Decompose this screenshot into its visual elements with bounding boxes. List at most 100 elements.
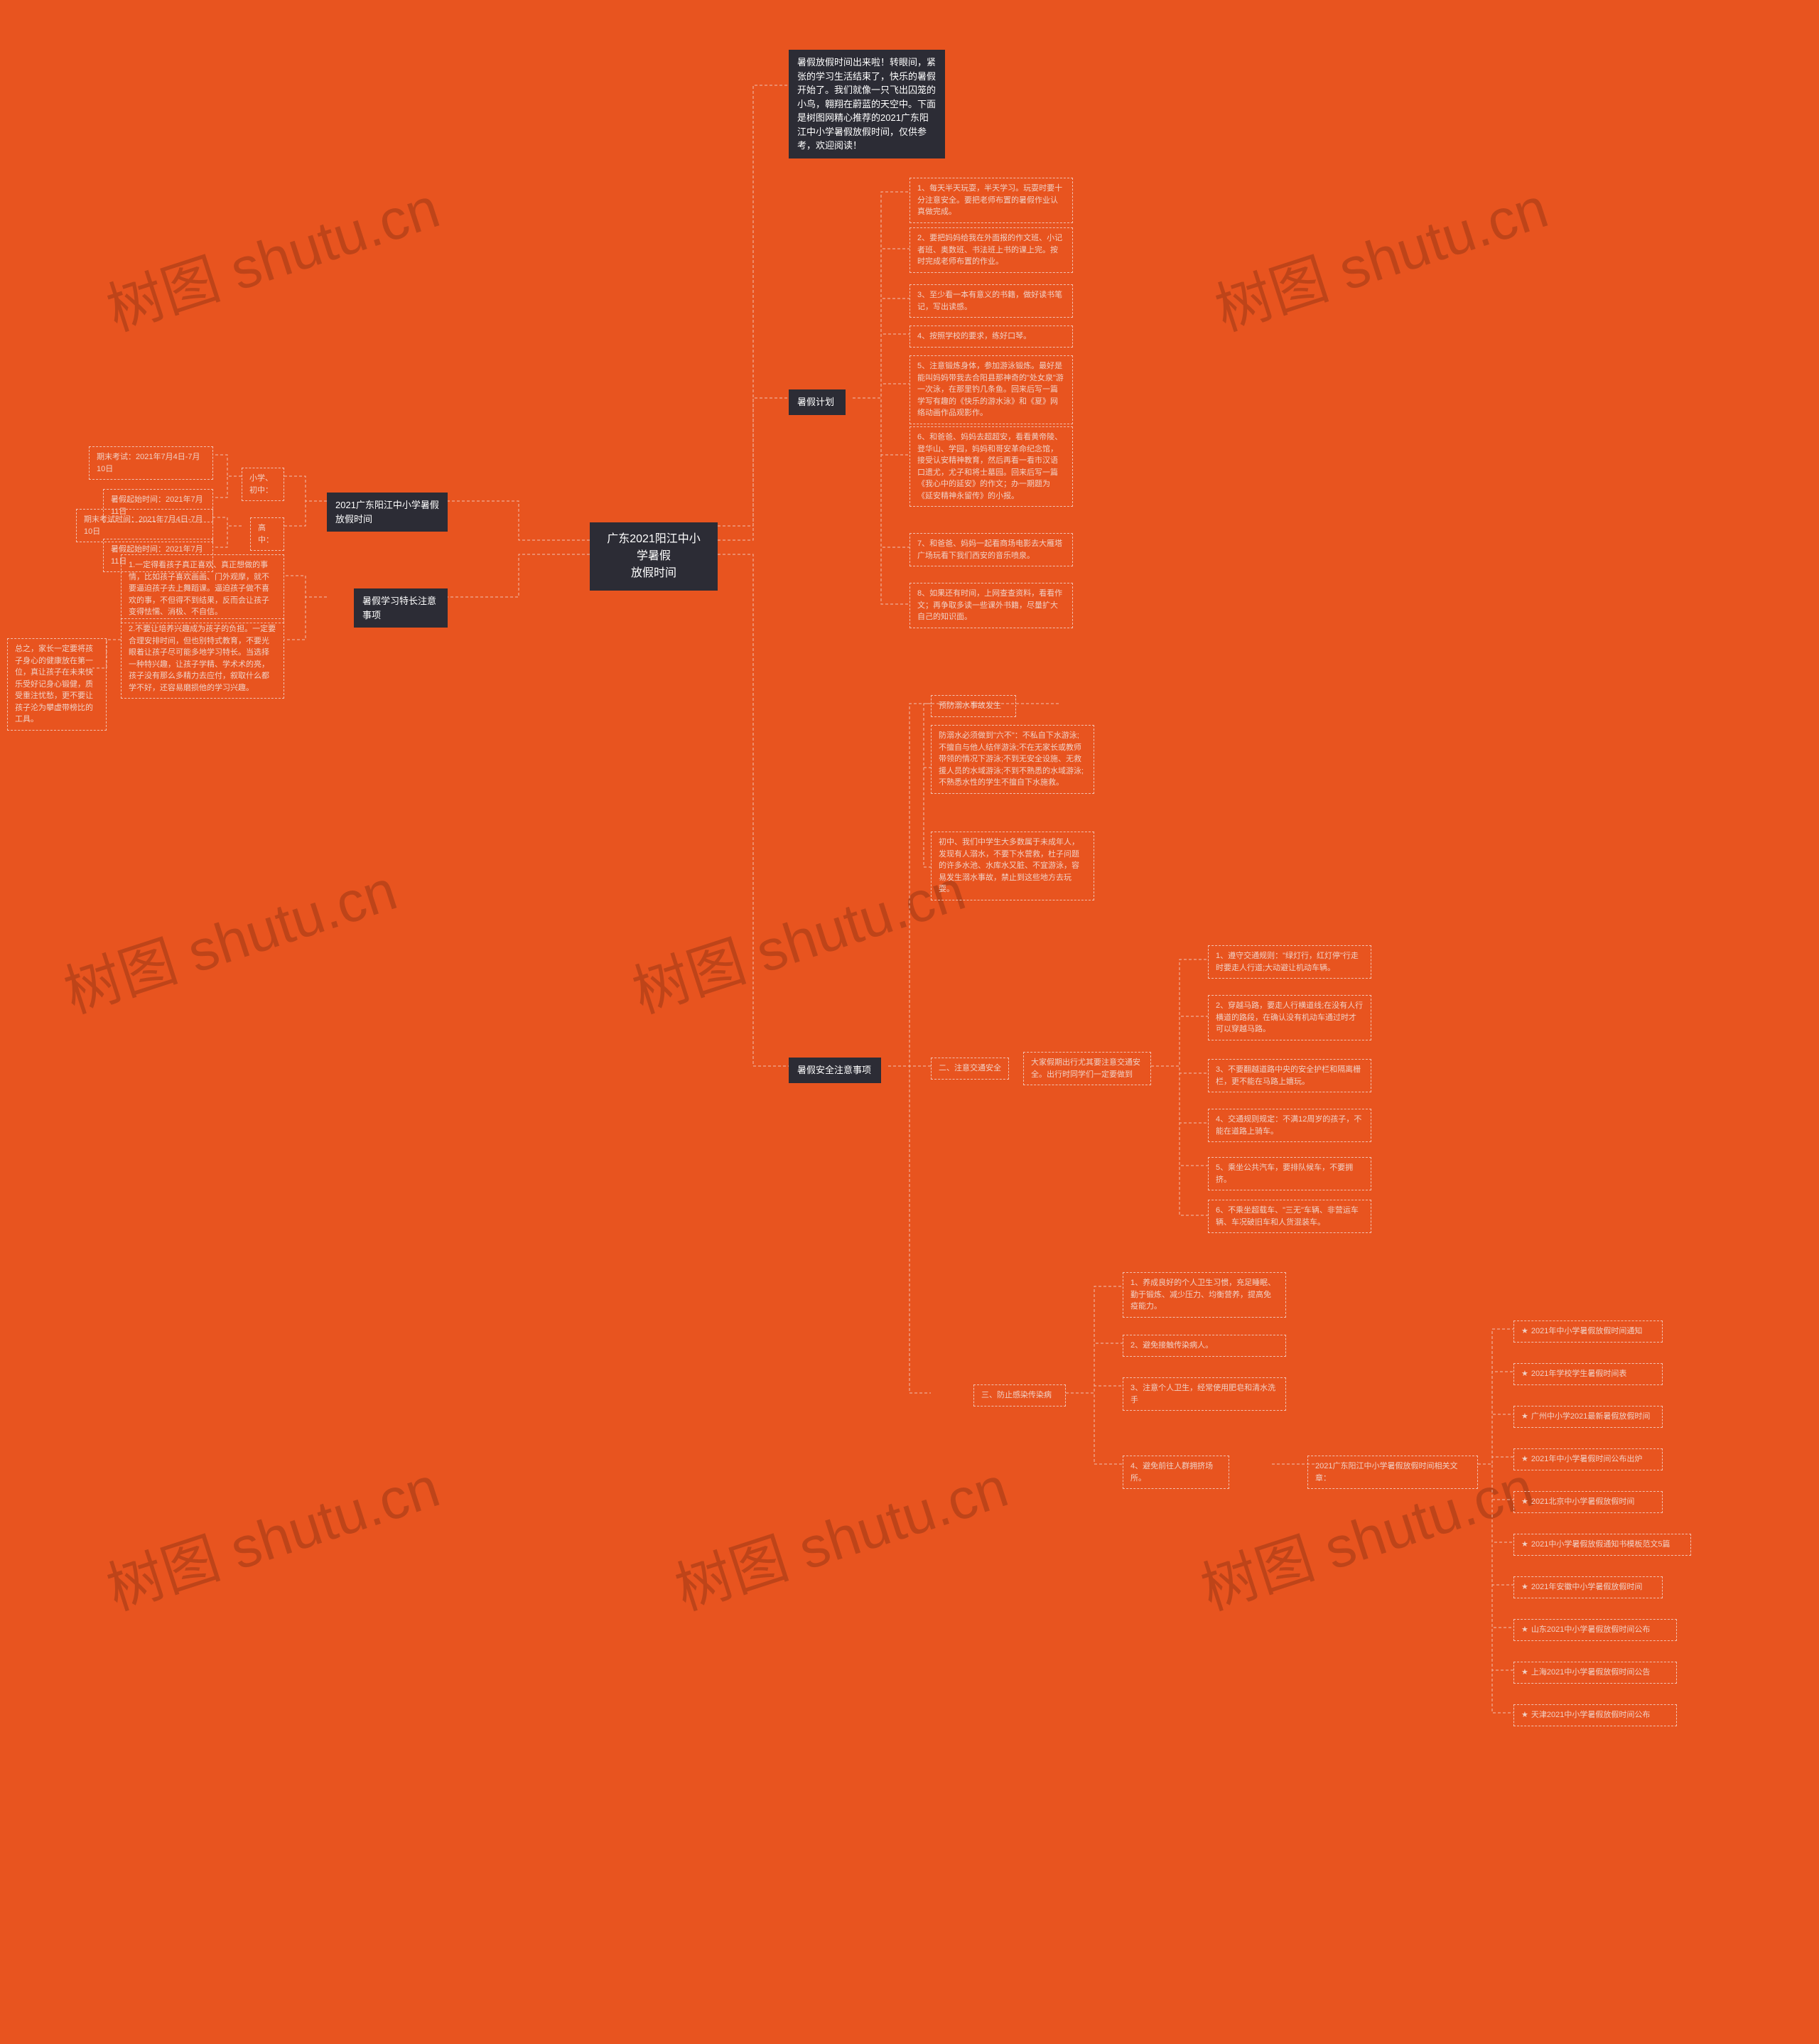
safety-sec2-item-1: 2、穿越马路，要走人行横道线;在没有人行横道的路段，在确认没有机动车通过时才可以… [1208, 995, 1371, 1040]
plan-item-1-text: 2、要把妈妈给我在外面报的作文班、小记者班、奥数班、书法班上书的课上完。按时完成… [917, 234, 1062, 266]
related-item-7-text: 山东2021中小学暑假放假时间公布 [1531, 1625, 1650, 1634]
left-branch1-label: 2021广东阳江中小学暑假放假时间 [335, 500, 439, 525]
left-sub1: 小学、初中： [242, 468, 284, 501]
safety-sec2-item-4-text: 5、乘坐公共汽车，要排队候车，不要拥挤。 [1216, 1163, 1353, 1184]
plan-item-3-text: 4、按照学校的要求，练好口琴。 [917, 332, 1031, 340]
safety-sec2-item-5: 6、不乘坐超载车、"三无"车辆、非营运车辆、车况破旧车和人货混装车。 [1208, 1200, 1371, 1233]
safety-sec3-item-0-text: 1、养成良好的个人卫生习惯，充足睡眠、勤于锻炼、减少压力、均衡营养，提高免疫能力… [1130, 1279, 1275, 1311]
plan-item-5-text: 6、和爸爸、妈妈去超超安，看看黄帝陵、登华山、学园，妈妈和哥安革命纪念馆，接受认… [917, 433, 1062, 500]
left-branch2-foot: 总之，家长一定要将孩子身心的健康放在第一位，真让孩子在未来快乐受好记身心锻健，质… [7, 638, 107, 731]
plan-label: 暑假计划 [797, 397, 834, 407]
related-item-5: ★2021中小学暑假放假通知书模板范文5篇 [1513, 1534, 1691, 1556]
safety-sec2-item-4: 5、乘坐公共汽车，要排队候车，不要拥挤。 [1208, 1157, 1371, 1190]
related-label: 2021广东阳江中小学暑假放假时间相关文章： [1307, 1456, 1478, 1489]
safety-sec2-item-2-text: 3、不要翻越道路中央的安全护栏和隔离栅栏，更不能在马路上嬉玩。 [1216, 1065, 1361, 1086]
related-item-9-text: 天津2021中小学暑假放假时间公布 [1531, 1711, 1650, 1719]
safety-sec2-lead: 大家假期出行尤其要注意交通安全。出行时同学们一定要做到 [1023, 1052, 1151, 1085]
safety-sec1-p1: 防溺水必须做到"六不"：不私自下水游泳;不擅自与他人结伴游泳;不在无家长或教师带… [931, 725, 1094, 794]
watermark: 树图 shutu.cn [95, 1441, 448, 1626]
safety-sec2-item-2: 3、不要翻越道路中央的安全护栏和隔离栅栏，更不能在马路上嬉玩。 [1208, 1059, 1371, 1092]
related-item-3-text: 2021年中小学暑假时间公布出炉 [1531, 1455, 1642, 1463]
safety-sec1-p2-text: 初中、我们中学生大多数属于未成年人，发现有人溺水，不要下水营救，杜子问题的许多水… [939, 838, 1079, 893]
watermark: 树图 shutu.cn [95, 162, 448, 347]
center-title-l2: 放假时间 [603, 565, 705, 582]
plan-branch: 暑假计划 [789, 389, 846, 415]
safety-sec2-lead-text: 大家假期出行尤其要注意交通安全。出行时同学们一定要做到 [1031, 1058, 1140, 1079]
plan-item-0-text: 1、每天半天玩耍，半天学习。玩耍时要十分注意安全。要把老师布置的暑假作业认真做完… [917, 184, 1062, 216]
safety-sec1-p2: 初中、我们中学生大多数属于未成年人，发现有人溺水，不要下水营救，杜子问题的许多水… [931, 832, 1094, 900]
plan-item-4-text: 5、注意锻炼身体，参加游泳锻炼。最好是能叫妈妈带我去合阳县那神奇的"处女泉"游一… [917, 362, 1064, 417]
safety-branch: 暑假安全注意事项 [789, 1058, 881, 1083]
related-item-3: ★2021年中小学暑假时间公布出炉 [1513, 1448, 1663, 1470]
left-branch2-foot-text: 总之，家长一定要将孩子身心的健康放在第一位，真让孩子在未来快乐受好记身心锻健，质… [15, 645, 93, 724]
plan-item-6: 7、和爸爸、妈妈一起看商场电影去大雁塔广场玩看下我们西安的音乐喷泉。 [910, 533, 1073, 566]
watermark: 树图 shutu.cn [621, 844, 974, 1029]
intro-box: 暑假放假时间出来啦！转眼间，紧张的学习生活结束了，快乐的暑假开始了。我们就像一只… [789, 50, 945, 158]
plan-item-1: 2、要把妈妈给我在外面报的作文班、小记者班、奥数班、书法班上书的课上完。按时完成… [910, 227, 1073, 273]
safety-sec1-head-text: 预防溺水事故发生 [939, 701, 1001, 710]
safety-sec3-item-3: 4、避免前往人群拥挤场所。 [1123, 1456, 1229, 1489]
left-sub2: 高中： [250, 517, 284, 551]
plan-item-2-text: 3、至少看一本有意义的书籍，做好读书笔记，写出读感。 [917, 291, 1062, 311]
safety-sec3-item-3-text: 4、避免前往人群拥挤场所。 [1130, 1462, 1213, 1483]
center-node: 广东2021阳江中小学暑假 放假时间 [590, 522, 718, 591]
plan-item-2: 3、至少看一本有意义的书籍，做好读书笔记，写出读感。 [910, 284, 1073, 318]
related-item-0: ★2021年中小学暑假放假时间通知 [1513, 1320, 1663, 1343]
left-branch2-item1-text: 2.不要让培养兴趣成为孩子的负担。一定要合理安排时间，但也别特式教育，不要光眼着… [129, 625, 276, 692]
related-item-8: ★上海2021中小学暑假放假时间公告 [1513, 1662, 1677, 1684]
related-item-8-text: 上海2021中小学暑假放假时间公告 [1531, 1668, 1650, 1677]
safety-sec2-item-3-text: 4、交通规则规定：不满12周岁的孩子，不能在道路上骑车。 [1216, 1115, 1361, 1136]
safety-sec3: 三、防止感染传染病 [973, 1384, 1066, 1406]
related-item-5-text: 2021中小学暑假放假通知书模板范文5篇 [1531, 1540, 1670, 1549]
safety-sec2-item-5-text: 6、不乘坐超载车、"三无"车辆、非营运车辆、车况破旧车和人货混装车。 [1216, 1206, 1359, 1227]
left-branch2-item1: 2.不要让培养兴趣成为孩子的负担。一定要合理安排时间，但也别特式教育，不要光眼着… [121, 618, 284, 699]
safety-sec2-item-1-text: 2、穿越马路，要走人行横道线;在没有人行横道的路段，在确认没有机动车通过时才可以… [1216, 1001, 1363, 1033]
left-sub1-item0: 期末考试：2021年7月4日-7月10日 [89, 446, 213, 480]
plan-item-7: 8、如果还有时间，上网查查资料，看看作文；再争取多读一些课外书籍，尽量扩大自己的… [910, 583, 1073, 628]
center-title-l1: 广东2021阳江中小学暑假 [603, 531, 705, 565]
left-branch2-item0-text: 1.一定得看孩子真正喜欢、真正想做的事情，比如孩子喜欢画画、门外观摩，就不要逼迫… [129, 561, 269, 616]
left-branch2: 暑假学习特长注意事项 [354, 588, 448, 628]
related-item-0-text: 2021年中小学暑假放假时间通知 [1531, 1327, 1642, 1335]
watermark: 树图 shutu.cn [1204, 162, 1557, 347]
watermark: 树图 shutu.cn [664, 1441, 1017, 1626]
plan-item-7-text: 8、如果还有时间，上网查查资料，看看作文；再争取多读一些课外书籍，尽量扩大自己的… [917, 589, 1062, 621]
related-label-text: 2021广东阳江中小学暑假放假时间相关文章： [1315, 1462, 1457, 1483]
plan-item-3: 4、按照学校的要求，练好口琴。 [910, 326, 1073, 348]
safety-sec1-head: 预防溺水事故发生 [931, 695, 1016, 717]
left-sub2-label: 高中： [258, 524, 274, 544]
related-item-1-text: 2021年学校学生暑假时间表 [1531, 1370, 1626, 1378]
safety-sec3-label: 三、防止感染传染病 [981, 1391, 1052, 1399]
safety-sec2-item-3: 4、交通规则规定：不满12周岁的孩子，不能在道路上骑车。 [1208, 1109, 1371, 1142]
left-sub1-item0-text: 期末考试：2021年7月4日-7月10日 [97, 453, 200, 473]
safety-sec2: 二、注意交通安全 [931, 1058, 1009, 1080]
related-item-1: ★2021年学校学生暑假时间表 [1513, 1363, 1663, 1385]
left-sub1-label: 小学、初中： [249, 474, 273, 495]
safety-sec3-item-1: 2、避免接触传染病人。 [1123, 1335, 1286, 1357]
safety-sec2-item-0-text: 1、遵守交通规则："绿灯行，红灯停"行走时要走人行道;大动避让机动车辆。 [1216, 952, 1359, 972]
plan-item-6-text: 7、和爸爸、妈妈一起看商场电影去大雁塔广场玩看下我们西安的音乐喷泉。 [917, 539, 1062, 560]
related-item-2: ★广州中小学2021最新暑假放假时间 [1513, 1406, 1663, 1428]
left-sub2-item0: 期末考试时间：2021年7月4日-7月10日 [76, 509, 213, 542]
safety-sec1-p1-text: 防溺水必须做到"六不"：不私自下水游泳;不擅自与他人结伴游泳;不在无家长或教师带… [939, 731, 1084, 787]
related-item-6-text: 2021年安徽中小学暑假放假时间 [1531, 1583, 1642, 1591]
plan-item-0: 1、每天半天玩耍，半天学习。玩耍时要十分注意安全。要把老师布置的暑假作业认真做完… [910, 178, 1073, 223]
left-branch2-item0: 1.一定得看孩子真正喜欢、真正想做的事情，比如孩子喜欢画画、门外观摩，就不要逼迫… [121, 554, 284, 623]
intro-text: 暑假放假时间出来啦！转眼间，紧张的学习生活结束了，快乐的暑假开始了。我们就像一只… [797, 57, 936, 151]
left-sub2-item0-text: 期末考试时间：2021年7月4日-7月10日 [84, 515, 203, 536]
safety-sec2-item-0: 1、遵守交通规则："绿灯行，红灯停"行走时要走人行道;大动避让机动车辆。 [1208, 945, 1371, 979]
related-item-6: ★2021年安徽中小学暑假放假时间 [1513, 1576, 1663, 1598]
related-item-4: ★2021北京中小学暑假放假时间 [1513, 1491, 1663, 1513]
related-item-4-text: 2021北京中小学暑假放假时间 [1531, 1497, 1634, 1506]
safety-sec3-item-0: 1、养成良好的个人卫生习惯，充足睡眠、勤于锻炼、减少压力、均衡营养，提高免疫能力… [1123, 1272, 1286, 1318]
plan-item-4: 5、注意锻炼身体，参加游泳锻炼。最好是能叫妈妈带我去合阳县那神奇的"处女泉"游一… [910, 355, 1073, 424]
left-branch1: 2021广东阳江中小学暑假放假时间 [327, 493, 448, 532]
plan-item-5: 6、和爸爸、妈妈去超超安，看看黄帝陵、登华山、学园，妈妈和哥安革命纪念馆，接受认… [910, 426, 1073, 507]
safety-sec3-item-1-text: 2、避免接触传染病人。 [1130, 1341, 1213, 1350]
left-branch2-label: 暑假学习特长注意事项 [362, 596, 436, 620]
safety-sec3-item-2: 3、注意个人卫生，经常使用肥皂和清水洗手 [1123, 1377, 1286, 1411]
related-item-2-text: 广州中小学2021最新暑假放假时间 [1531, 1412, 1650, 1421]
safety-sec2-label: 二、注意交通安全 [939, 1064, 1001, 1072]
related-item-9: ★天津2021中小学暑假放假时间公布 [1513, 1704, 1677, 1726]
related-item-7: ★山东2021中小学暑假放假时间公布 [1513, 1619, 1677, 1641]
